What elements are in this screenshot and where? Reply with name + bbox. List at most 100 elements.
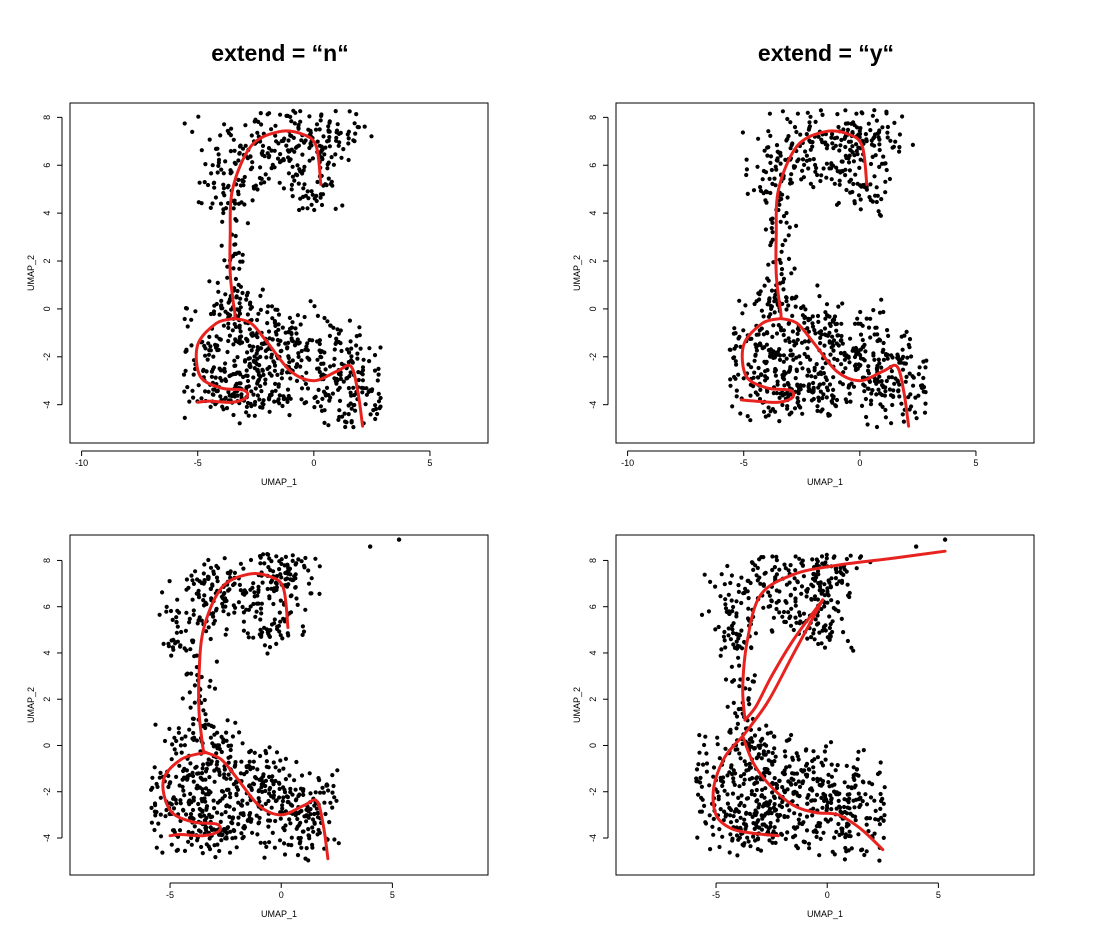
scatter-point xyxy=(753,353,758,358)
scatter-point xyxy=(816,581,821,586)
scatter-point xyxy=(840,301,845,306)
scatter-point xyxy=(873,808,878,814)
scatter-point xyxy=(828,584,833,589)
scatter-point xyxy=(797,784,803,790)
scatter-point xyxy=(855,757,860,762)
scatter-point xyxy=(341,379,346,384)
scatter-point xyxy=(732,809,737,814)
scatter-point xyxy=(348,370,353,375)
scatter-point xyxy=(377,406,382,411)
scatter-point xyxy=(816,398,822,403)
scatter-point xyxy=(906,395,911,400)
scatter-point xyxy=(884,353,889,358)
scatter-point xyxy=(221,737,226,742)
scatter-point xyxy=(748,393,753,398)
scatter-point xyxy=(302,563,307,569)
scatter-point xyxy=(320,396,325,401)
scatter-point xyxy=(228,747,233,753)
scatter-point xyxy=(334,130,339,135)
scatter-point xyxy=(884,378,889,384)
scatter-point xyxy=(322,800,327,805)
left-column-title: extend = “n“ xyxy=(211,40,349,66)
scatter-point xyxy=(893,376,898,381)
plot-frame xyxy=(69,534,489,876)
scatter-point xyxy=(260,368,265,373)
scatter-point xyxy=(222,258,227,263)
scatter-point xyxy=(735,721,741,727)
scatter-point xyxy=(762,795,767,800)
scatter-point xyxy=(789,606,794,611)
y-tick-label: 0 xyxy=(588,306,598,311)
scatter-point xyxy=(764,359,769,364)
scatter-point xyxy=(173,640,178,645)
scatter-point xyxy=(247,812,252,818)
scatter-point xyxy=(880,796,885,802)
scatter-point xyxy=(741,328,746,333)
scatter-point xyxy=(277,567,282,572)
scatter-point xyxy=(736,636,741,641)
scatter-point xyxy=(832,852,837,857)
scatter-point xyxy=(299,845,304,850)
scatter-point xyxy=(233,276,238,282)
scatter-point xyxy=(270,162,275,167)
scatter-point xyxy=(731,700,736,706)
scatter-point xyxy=(204,602,209,607)
scatter-point xyxy=(870,388,875,393)
scatter-point xyxy=(356,125,361,130)
scatter-point xyxy=(871,308,876,313)
scatter-point xyxy=(205,182,211,188)
scatter-point xyxy=(770,237,775,242)
scatter-point xyxy=(813,162,818,168)
scatter-point xyxy=(280,368,285,373)
scatter-point xyxy=(259,176,264,181)
scatter-point xyxy=(759,308,765,313)
scatter-point xyxy=(203,162,208,167)
scatter-point xyxy=(232,148,237,153)
scatter-point xyxy=(875,771,881,777)
scatter-point xyxy=(176,726,181,731)
scatter-point xyxy=(191,722,196,727)
scatter-point xyxy=(872,108,877,113)
scatter-point xyxy=(913,395,918,400)
scatter-point xyxy=(233,161,238,166)
scatter-point xyxy=(823,757,828,762)
scatter-point xyxy=(728,832,733,837)
scatter-point xyxy=(711,832,716,837)
scatter-point xyxy=(294,378,300,383)
scatter-point xyxy=(251,581,256,586)
scatter-point xyxy=(297,207,302,213)
scatter-point xyxy=(745,796,751,801)
scatter-point xyxy=(804,132,809,137)
scatter-point xyxy=(847,829,852,834)
scatter-point xyxy=(289,119,294,124)
scatter-point xyxy=(226,588,231,593)
scatter-point xyxy=(232,610,237,615)
scatter-point xyxy=(780,402,785,408)
scatter-point xyxy=(818,389,823,394)
scatter-point xyxy=(760,804,766,809)
scatter-point xyxy=(276,327,281,332)
scatter-point xyxy=(257,815,262,821)
y-tick-label: -2 xyxy=(588,788,598,796)
scatter-point xyxy=(793,603,798,608)
scatter-point xyxy=(290,358,295,363)
scatter-point xyxy=(737,684,742,689)
scatter-point xyxy=(850,189,855,195)
scatter-point xyxy=(272,617,277,622)
scatter-point xyxy=(255,317,260,323)
scatter-point xyxy=(321,361,326,366)
scatter-point xyxy=(339,348,344,354)
scatter-point xyxy=(762,822,767,827)
scatter-point xyxy=(770,840,775,845)
scatter-point xyxy=(236,822,241,827)
scatter-point xyxy=(149,805,154,811)
scatter-point xyxy=(234,845,239,850)
scatter-point xyxy=(310,156,315,161)
scatter-point xyxy=(278,152,283,157)
scatter-point xyxy=(264,355,269,360)
scatter-point xyxy=(880,404,885,409)
scatter-point xyxy=(281,394,286,399)
scatter-point xyxy=(876,387,881,392)
scatter-point xyxy=(737,803,742,808)
